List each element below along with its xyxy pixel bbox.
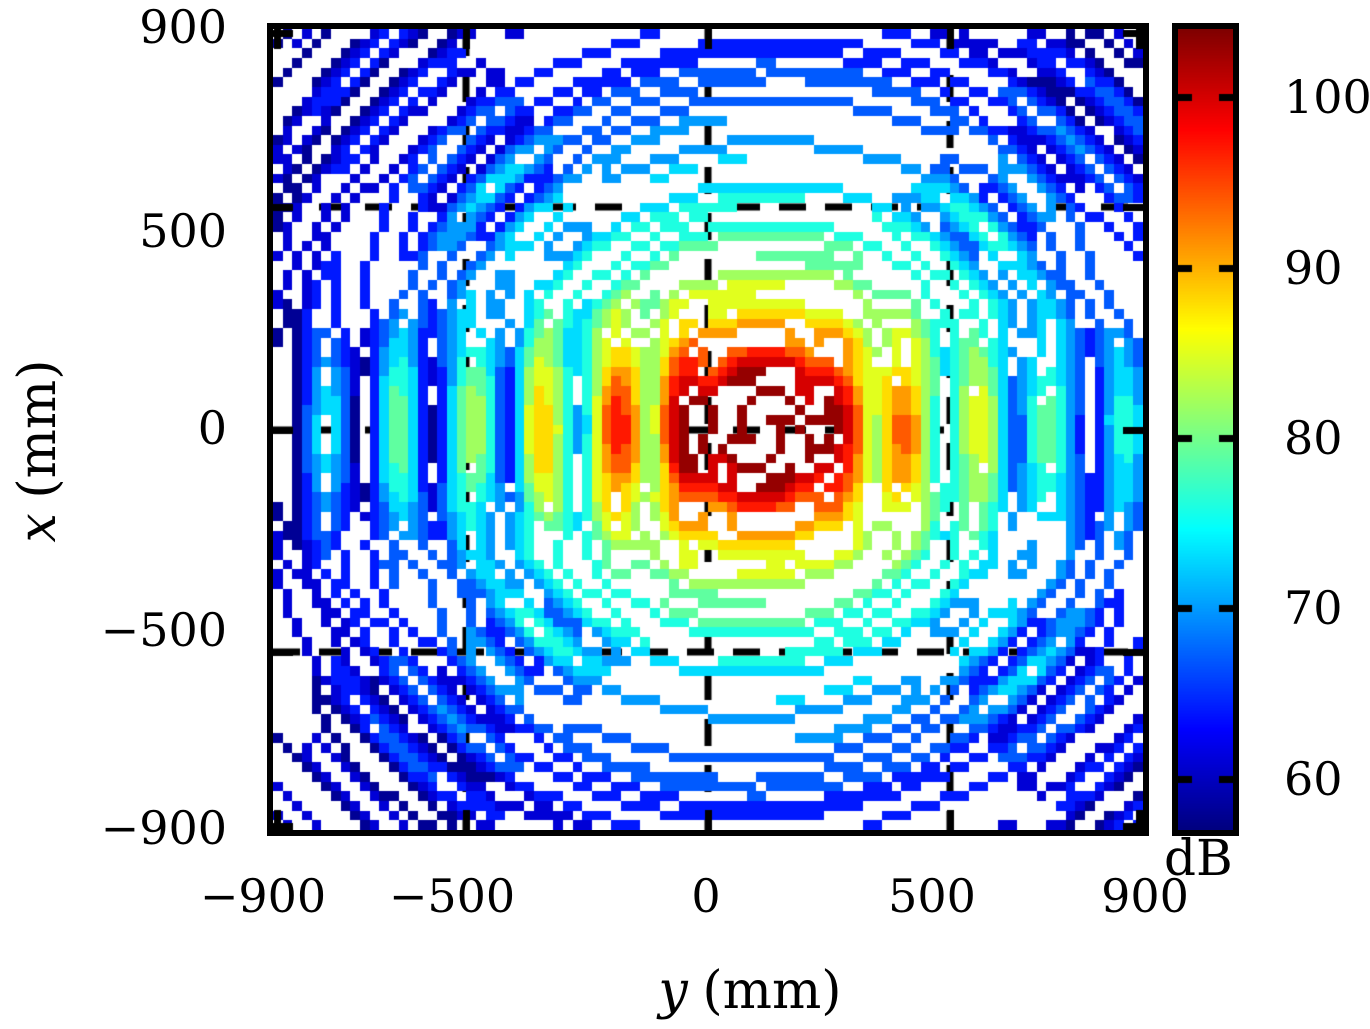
x-axis-title: y (mm) <box>550 960 950 1022</box>
x-axis-title-unit: (mm) <box>702 961 842 1021</box>
colorbar-tick-label: 90 <box>1284 241 1343 295</box>
colorbar-unit-label: dB <box>1164 829 1233 887</box>
x-axis-tick-label: 0 <box>691 869 721 923</box>
y-axis-title-variable: x <box>8 513 68 543</box>
y-axis-tick-label: −500 <box>100 603 227 657</box>
colorbar-tick-label: 100 <box>1284 70 1370 124</box>
x-axis-tick-label: −900 <box>199 869 327 923</box>
colorbar-tick-label: 80 <box>1284 411 1343 465</box>
y-axis-tick-label: 500 <box>139 204 227 258</box>
x-axis-tick-label: 900 <box>1101 869 1189 923</box>
colorbar-tick-label: 60 <box>1284 752 1343 806</box>
y-axis-tick-label: 0 <box>197 401 227 455</box>
colorbar-gradient-canvas <box>1178 29 1233 830</box>
colorbar-tick-label: 70 <box>1284 581 1343 635</box>
y-axis-tick-label: −900 <box>100 801 227 855</box>
y-axis-tick-label: 900 <box>139 0 227 54</box>
x-axis-title-variable: y <box>658 961 688 1021</box>
y-axis-title-unit: (mm) <box>8 359 68 499</box>
colorbar-border <box>1172 23 1239 836</box>
y-axis-title: x (mm) <box>7 326 69 576</box>
x-axis-tick-label: −500 <box>388 869 516 923</box>
plot-border <box>267 23 1149 836</box>
x-axis-tick-label: 500 <box>888 869 976 923</box>
contour-plot-canvas <box>273 29 1143 830</box>
